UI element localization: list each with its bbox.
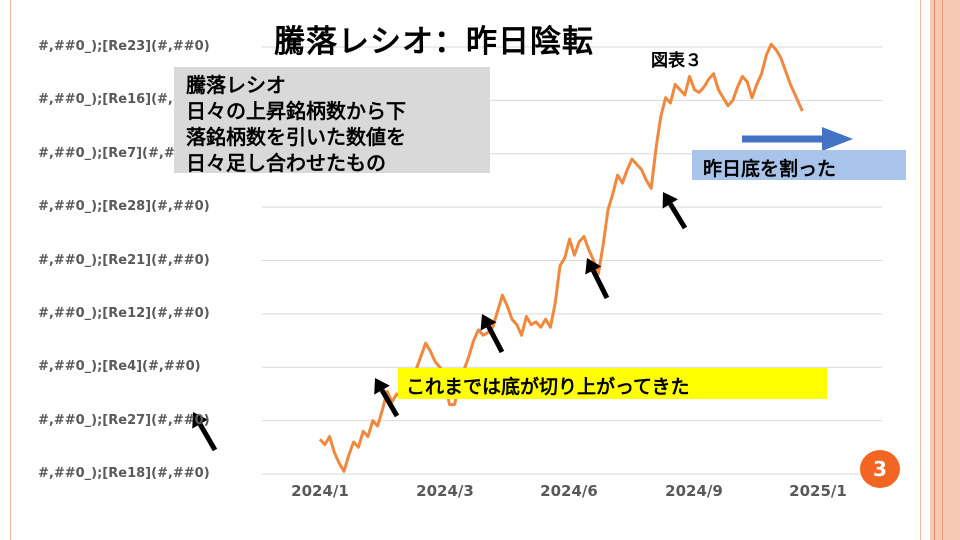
- note-line-1: 騰落レシオ: [186, 73, 286, 97]
- figure-label: 図表３: [651, 51, 702, 71]
- note-line-2: 日々の上昇銘柄数から下: [186, 99, 406, 123]
- slide-left-rule: [10, 0, 11, 540]
- arrow-head: [662, 192, 678, 209]
- y-tick-label: #,##0_);[Re4](#,##0): [38, 359, 201, 375]
- arrow-shaft: [197, 422, 218, 452]
- y-tick-label: #,##0_);[Re23](#,##0): [38, 39, 210, 54]
- note-line-4: 日々足し合わせたもの: [186, 151, 386, 175]
- arrow-head: [192, 412, 208, 429]
- note-line-3: 落銘柄数を引いた数値を: [186, 125, 406, 149]
- x-tick-label: 2025/1: [789, 482, 847, 500]
- page-number-badge: 3: [860, 450, 900, 488]
- y-tick-label: #,##0_);[Re18](#,##0): [38, 466, 210, 481]
- y-tick-label: #,##0_);[Re16](#,##0): [38, 92, 210, 108]
- slide-right-rule: [920, 0, 921, 540]
- x-tick-label: 2024/9: [665, 482, 723, 500]
- y-tick-label: #,##0_);[Re12](#,##0): [38, 305, 210, 321]
- blue-arrow-head: [822, 127, 853, 151]
- x-tick-label: 2024/3: [416, 482, 474, 500]
- slide-right-border: [930, 0, 960, 540]
- arrow-head: [585, 258, 602, 275]
- arrow-shaft: [486, 325, 505, 354]
- arrow-shaft: [591, 269, 610, 300]
- yellow-callout-box: [398, 368, 827, 399]
- arrow-head: [480, 314, 497, 331]
- y-tick-label: #,##0_);[Re21](#,##0): [38, 252, 210, 268]
- x-tick-label: 2024/1: [291, 482, 349, 500]
- y-tick-label: #,##0_);[Re28](#,##0): [38, 199, 210, 215]
- arrow-layer: [192, 127, 853, 452]
- y-tick-label: #,##0_);[Re27](#,##0): [38, 412, 210, 428]
- slide-title: 騰落レシオ：昨日陰転: [274, 24, 594, 60]
- definition-note-box: [174, 67, 490, 173]
- arrow-shaft: [379, 388, 400, 418]
- y-tick-label: #,##0_);[Re7](#,##0): [38, 145, 201, 161]
- blue-callout-box: [692, 150, 906, 180]
- yellow-callout-text: これまでは底が切り上がってきた: [406, 376, 690, 398]
- x-tick-label: 2024/6: [540, 482, 598, 500]
- arrow-head: [374, 378, 390, 395]
- arrow-shaft: [668, 202, 688, 230]
- blue-callout-text: 昨日底を割った: [703, 158, 837, 180]
